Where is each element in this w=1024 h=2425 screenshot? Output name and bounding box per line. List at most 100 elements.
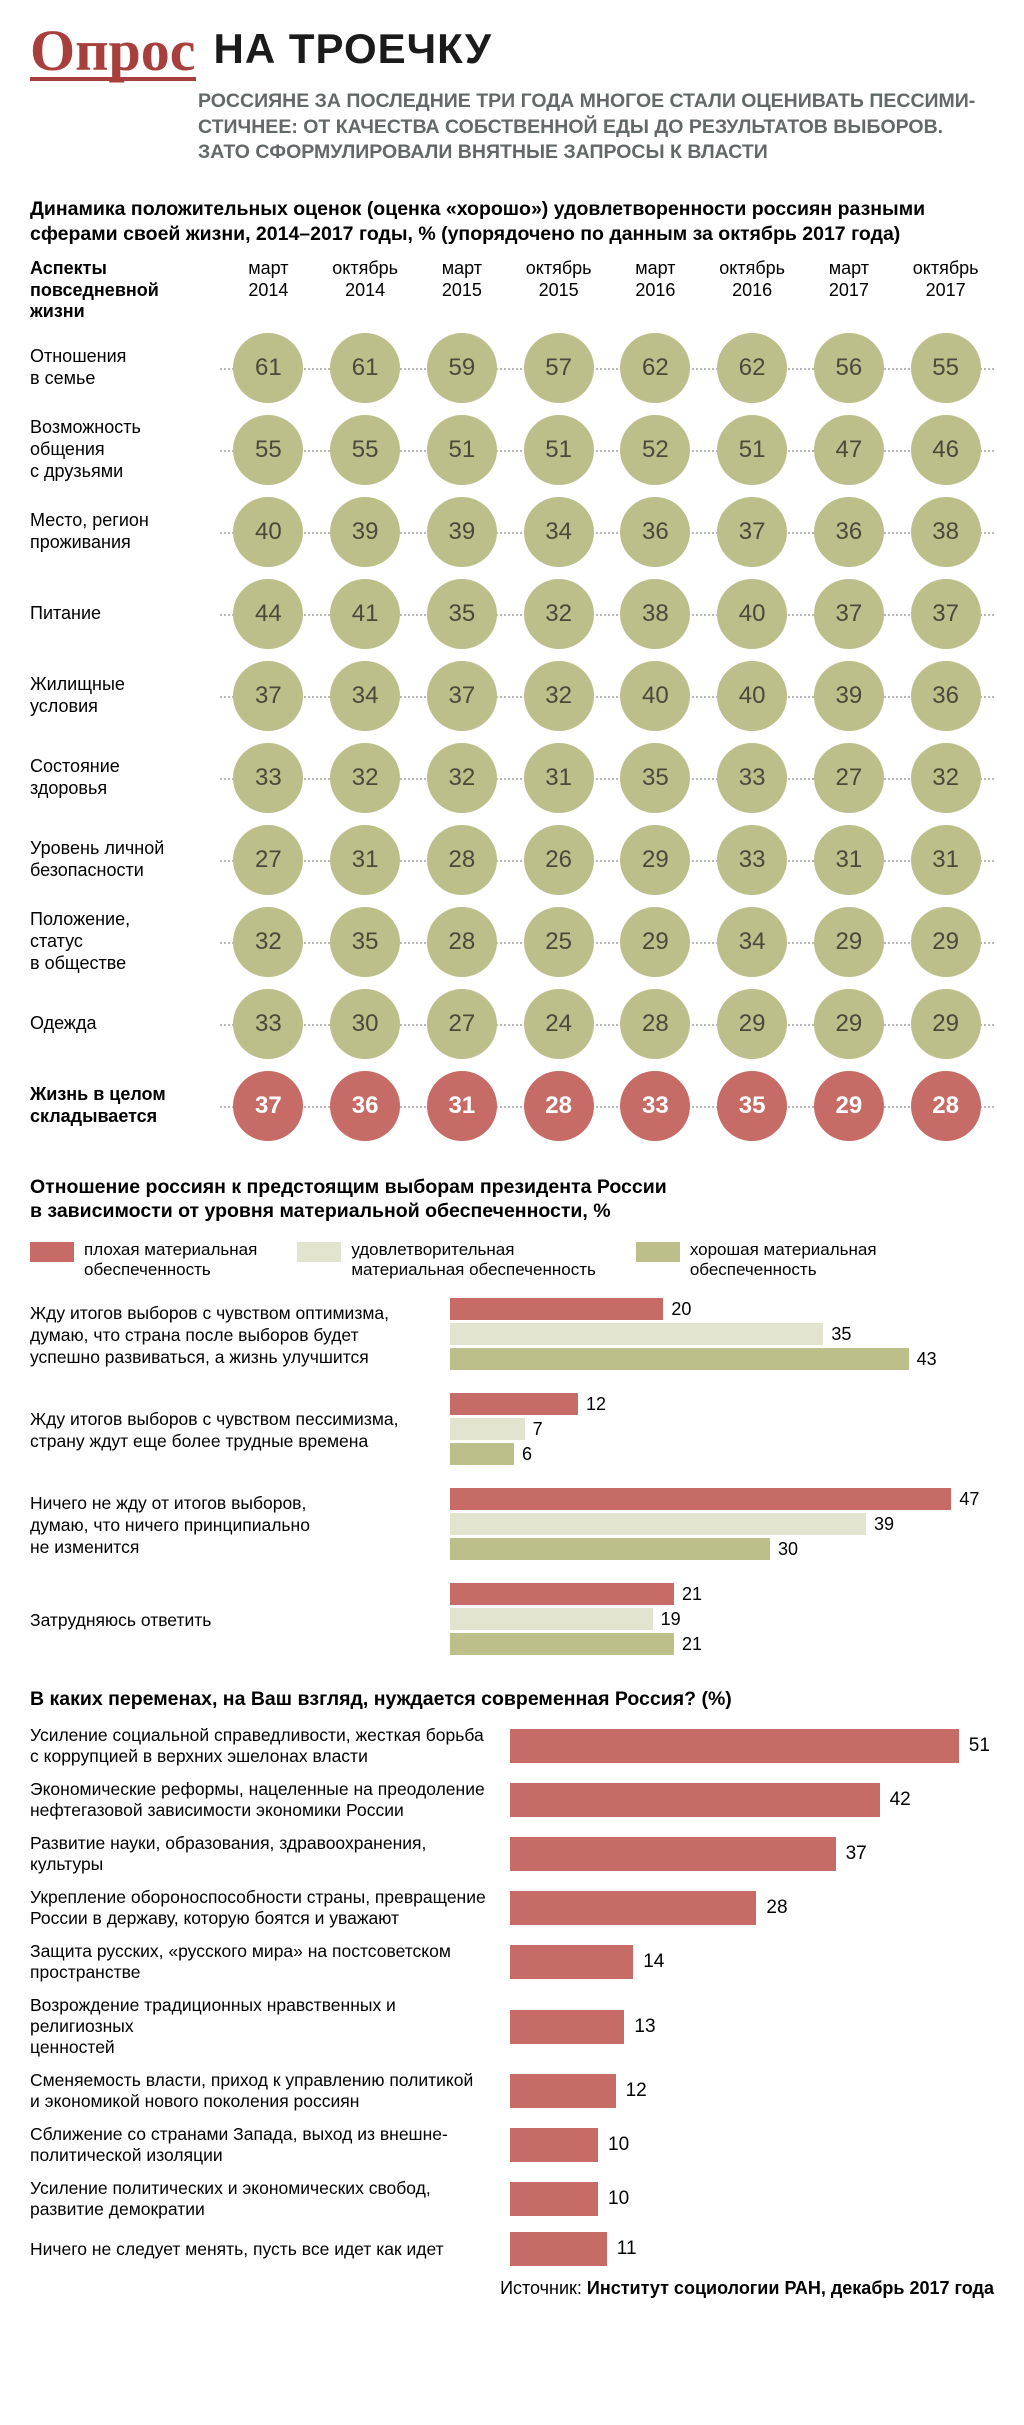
legend-item: хорошая материальнаяобеспеченность <box>636 1240 877 1281</box>
matrix-cell: 39 <box>801 661 898 731</box>
value-circle: 37 <box>427 661 497 731</box>
value-circle: 35 <box>620 743 690 813</box>
chart3-title: В каких переменах, на Ваш взгляд, нуждае… <box>30 1688 994 1711</box>
bar3-label: Усиление политических и экономических св… <box>30 2178 510 2220</box>
bar <box>450 1393 578 1415</box>
bar-value: 14 <box>643 1951 664 1973</box>
matrix-cell: 29 <box>801 907 898 977</box>
bar-value: 35 <box>831 1324 851 1345</box>
value-circle: 36 <box>330 1071 400 1141</box>
matrix-cell: 31 <box>801 825 898 895</box>
legend-item: плохая материальнаяобеспеченность <box>30 1240 257 1281</box>
value-circle: 28 <box>524 1071 594 1141</box>
bar-value: 7 <box>533 1419 543 1440</box>
bar <box>450 1513 866 1535</box>
value-circle: 28 <box>620 989 690 1059</box>
value-circle: 55 <box>233 415 303 485</box>
header: Опрос НА ТРОЕЧКУ <box>30 25 994 81</box>
bar-group: Затрудняюсь ответить211921 <box>30 1583 994 1658</box>
bar3-row: Сменяемость власти, приход к управлению … <box>30 2070 994 2112</box>
value-circle: 56 <box>814 333 884 403</box>
bar-row: 12 <box>450 1393 994 1415</box>
matrix-cell: 62 <box>607 333 704 403</box>
matrix-cell: 27 <box>414 989 511 1059</box>
bar-group: Жду итогов выборов с чувством пессимизма… <box>30 1393 994 1468</box>
bar3-label: Сближение со странами Запада, выход из в… <box>30 2124 510 2166</box>
matrix-cell: 59 <box>414 333 511 403</box>
matrix-cell: 52 <box>607 415 704 485</box>
bar3-row: Экономические реформы, нацеленные на пре… <box>30 1779 994 1821</box>
matrix-cell: 29 <box>607 907 704 977</box>
matrix-row-label: Питание <box>30 603 220 625</box>
matrix-row-header: Аспектыповседневнойжизни <box>30 258 220 323</box>
value-circle: 31 <box>524 743 594 813</box>
matrix-col-header: март2016 <box>607 258 704 323</box>
bar-row: 21 <box>450 1583 994 1605</box>
matrix-cell: 37 <box>414 661 511 731</box>
bar3-row: Усиление политических и экономических св… <box>30 2178 994 2220</box>
bar-group-label: Жду итогов выборов с чувством пессимизма… <box>30 1409 450 1453</box>
source: Источник: Институт социологии РАН, декаб… <box>30 2278 994 2299</box>
matrix-col-header: октябрь2017 <box>897 258 994 323</box>
value-circle: 32 <box>911 743 981 813</box>
value-circle: 33 <box>717 743 787 813</box>
chart3: В каких переменах, на Ваш взгляд, нуждае… <box>30 1688 994 2266</box>
value-circle: 27 <box>233 825 303 895</box>
matrix-col-header: март2015 <box>414 258 511 323</box>
bar <box>450 1443 514 1465</box>
matrix-row-label: Состояниездоровья <box>30 756 220 799</box>
matrix-row-label: Одежда <box>30 1013 220 1035</box>
bar <box>450 1323 823 1345</box>
matrix-cell: 37 <box>897 579 994 649</box>
value-circle: 37 <box>233 1071 303 1141</box>
chart2: Отношение россиян к предстоящим выборам … <box>30 1175 994 1659</box>
matrix-cell: 29 <box>801 989 898 1059</box>
bar-row: 6 <box>450 1443 994 1465</box>
value-circle: 62 <box>717 333 787 403</box>
bar <box>450 1418 525 1440</box>
value-circle: 38 <box>911 497 981 567</box>
matrix-cell: 44 <box>220 579 317 649</box>
bar3-label: Ничего не следует менять, пусть все идет… <box>30 2239 510 2260</box>
value-circle: 28 <box>427 825 497 895</box>
value-circle: 34 <box>717 907 787 977</box>
value-circle: 28 <box>911 1071 981 1141</box>
chart2-title: Отношение россиян к предстоящим выборам … <box>30 1175 994 1224</box>
legend-swatch <box>30 1242 74 1262</box>
matrix-cell: 46 <box>897 415 994 485</box>
matrix-cell: 55 <box>317 415 414 485</box>
value-circle: 40 <box>717 579 787 649</box>
bar3-label: Возрождение традиционных нравственных и … <box>30 1995 510 2058</box>
bar-value: 21 <box>682 1584 702 1605</box>
matrix-cell: 40 <box>220 497 317 567</box>
matrix-cell: 38 <box>897 497 994 567</box>
matrix-cell: 28 <box>607 989 704 1059</box>
value-circle: 29 <box>814 989 884 1059</box>
matrix-cell: 51 <box>510 415 607 485</box>
matrix-row-label: Отношенияв семье <box>30 346 220 389</box>
matrix-cell: 28 <box>414 825 511 895</box>
value-circle: 51 <box>427 415 497 485</box>
matrix-cell: 33 <box>704 825 801 895</box>
matrix-cell: 31 <box>897 825 994 895</box>
bar <box>450 1488 951 1510</box>
bar-value: 10 <box>608 2188 629 2210</box>
matrix-cell: 32 <box>317 743 414 813</box>
bar-value: 20 <box>671 1299 691 1320</box>
bar-row: 35 <box>450 1323 994 1345</box>
matrix-cell: 39 <box>317 497 414 567</box>
value-circle: 26 <box>524 825 594 895</box>
bar3-row: Возрождение традиционных нравственных и … <box>30 1995 994 2058</box>
value-circle: 57 <box>524 333 594 403</box>
value-circle: 52 <box>620 415 690 485</box>
bar <box>450 1298 663 1320</box>
value-circle: 37 <box>814 579 884 649</box>
value-circle: 51 <box>524 415 594 485</box>
matrix-cell: 61 <box>317 333 414 403</box>
matrix-cell: 32 <box>897 743 994 813</box>
bar <box>510 2010 624 2044</box>
matrix-cell: 27 <box>801 743 898 813</box>
matrix-row: Питание4441353238403737 <box>30 579 994 649</box>
matrix-col-header: октябрь2014 <box>317 258 414 323</box>
value-circle: 47 <box>814 415 884 485</box>
